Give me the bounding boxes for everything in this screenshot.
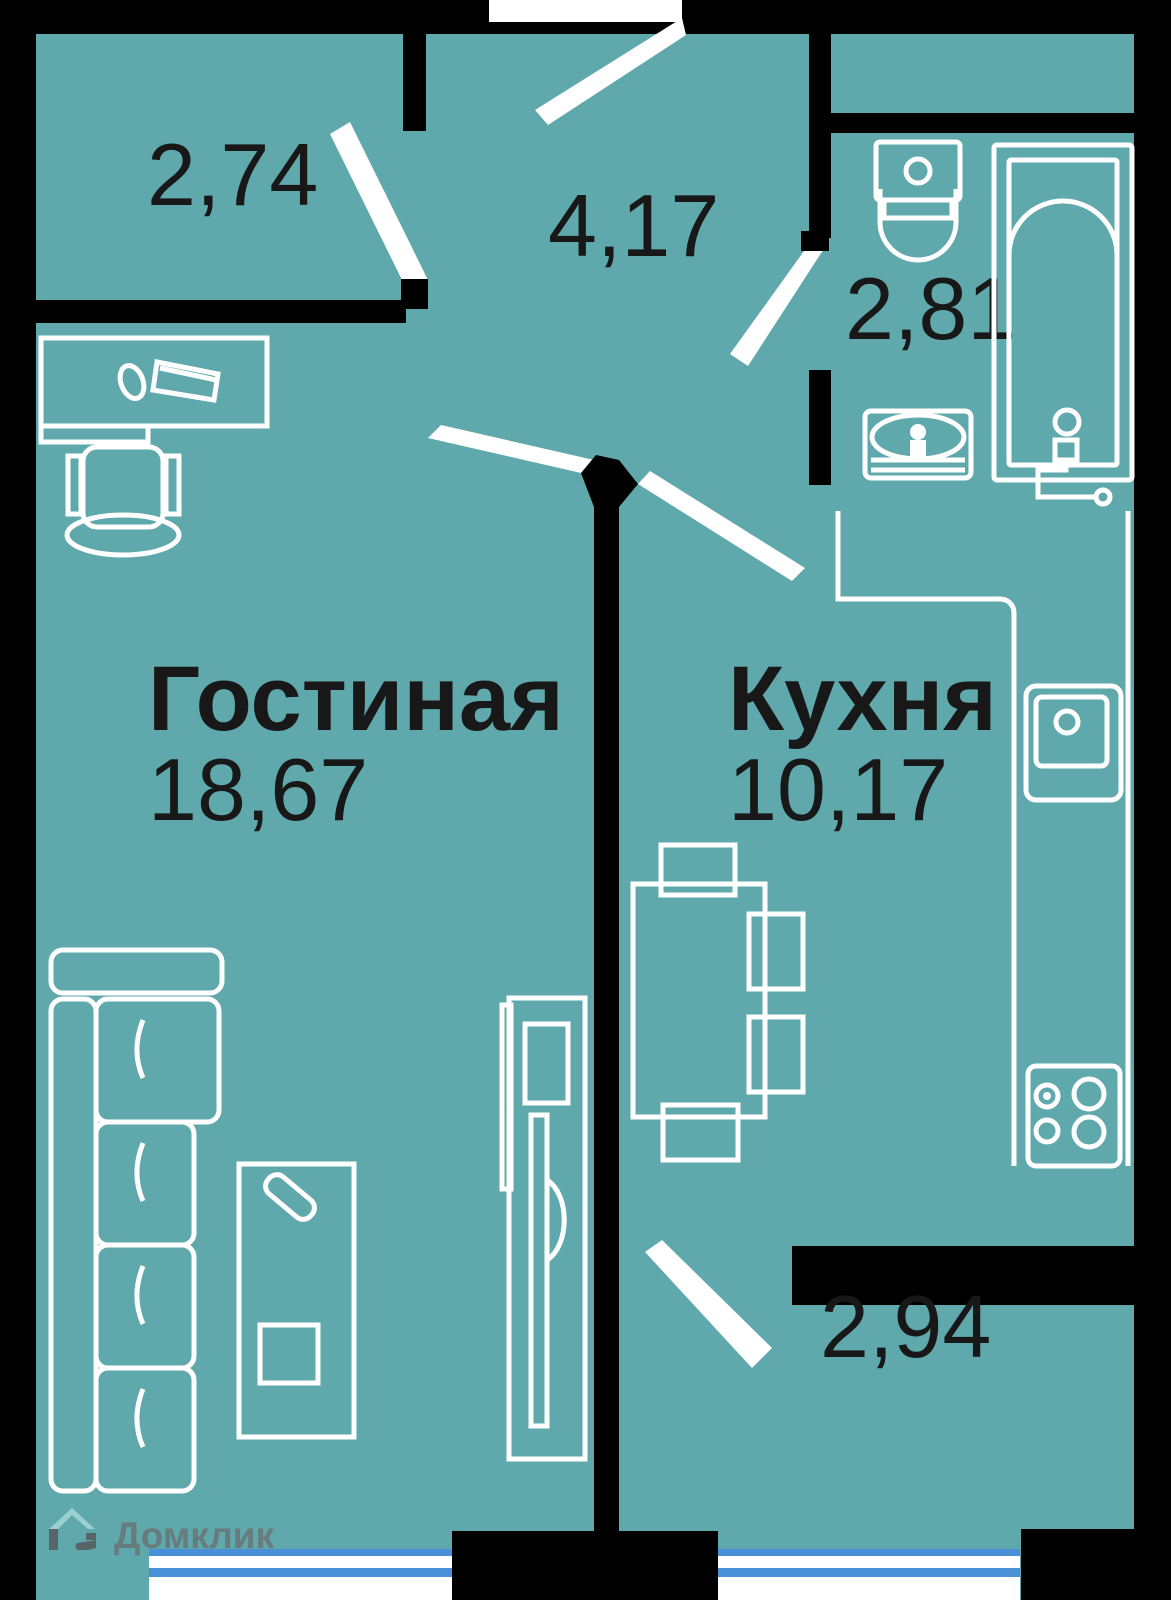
svg-text:2,74: 2,74: [147, 125, 318, 224]
svg-text:Гостиная: Гостиная: [148, 648, 564, 750]
svg-text:18,67: 18,67: [148, 740, 368, 839]
svg-text:4,17: 4,17: [548, 176, 719, 275]
svg-text:2,94: 2,94: [820, 1277, 991, 1376]
svg-text:Домклик: Домклик: [114, 1515, 275, 1556]
svg-text:Кухня: Кухня: [728, 648, 997, 750]
svg-text:2,81: 2,81: [845, 259, 1016, 358]
svg-text:10,17: 10,17: [728, 740, 948, 839]
